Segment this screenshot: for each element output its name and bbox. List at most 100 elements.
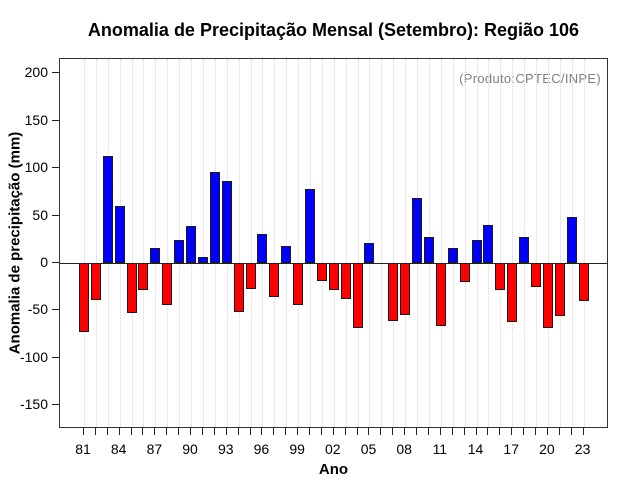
bar-2021 bbox=[554, 262, 565, 317]
x-tick bbox=[285, 428, 287, 435]
bar-1984 bbox=[114, 206, 125, 263]
bar-2003 bbox=[340, 262, 351, 300]
y-tick-label: -150 bbox=[19, 396, 48, 413]
x-tick bbox=[225, 428, 227, 435]
x-tick-label: 11 bbox=[432, 441, 448, 457]
x-tick bbox=[416, 428, 418, 435]
gridline bbox=[167, 59, 169, 427]
x-tick bbox=[130, 428, 132, 435]
bar-1986 bbox=[138, 262, 149, 290]
x-tick bbox=[499, 428, 501, 435]
x-tick-label: 14 bbox=[467, 441, 484, 457]
x-tick bbox=[558, 428, 560, 435]
x-tick bbox=[309, 428, 310, 435]
x-tick bbox=[344, 428, 346, 435]
x-tick bbox=[118, 428, 120, 435]
y-tick-label: 50 bbox=[32, 206, 48, 223]
bar-2002 bbox=[328, 262, 339, 291]
x-tick bbox=[154, 428, 156, 435]
x-tick bbox=[427, 428, 429, 435]
gridline bbox=[559, 59, 561, 427]
x-tick-label: 23 bbox=[574, 441, 591, 457]
x-tick bbox=[392, 428, 394, 435]
bar-1988 bbox=[162, 262, 173, 305]
bar-2022 bbox=[566, 217, 577, 263]
x-tick bbox=[546, 428, 548, 435]
plot-area: (Produto:CPTEC/INPE) bbox=[59, 58, 608, 428]
x-tick bbox=[261, 428, 263, 435]
y-tick-label: 200 bbox=[24, 64, 48, 81]
bar-2001 bbox=[316, 262, 327, 281]
bar-1996 bbox=[257, 233, 268, 263]
y-tick-label: -50 bbox=[27, 301, 48, 318]
x-tick bbox=[201, 428, 203, 435]
bar-1990 bbox=[186, 225, 197, 263]
gridline bbox=[381, 59, 383, 427]
y-tick bbox=[52, 167, 59, 169]
x-tick bbox=[249, 428, 251, 435]
gridline bbox=[547, 59, 549, 427]
gridline bbox=[238, 59, 240, 427]
bar-1992 bbox=[209, 171, 220, 263]
bar-2000 bbox=[305, 188, 315, 263]
gridline bbox=[95, 59, 97, 427]
x-tick bbox=[570, 428, 572, 435]
bar-2007 bbox=[388, 262, 399, 321]
y-tick bbox=[52, 356, 59, 358]
bar-1995 bbox=[245, 262, 256, 289]
bar-1983 bbox=[102, 155, 113, 263]
bar-2012 bbox=[447, 247, 458, 263]
bar-1999 bbox=[293, 262, 304, 305]
x-tick-label: 87 bbox=[146, 441, 163, 457]
bar-2004 bbox=[352, 262, 363, 329]
gridline bbox=[500, 59, 502, 427]
x-tick bbox=[523, 428, 525, 435]
x-tick bbox=[451, 428, 453, 435]
x-tick-label: 17 bbox=[503, 441, 519, 457]
bar-1989 bbox=[174, 240, 185, 263]
gridline bbox=[369, 59, 371, 427]
y-tick bbox=[52, 261, 59, 263]
gridline bbox=[452, 59, 454, 427]
y-tick bbox=[52, 309, 59, 311]
gridline bbox=[202, 59, 204, 427]
bar-2011 bbox=[435, 262, 446, 326]
bar-2019 bbox=[531, 262, 542, 287]
zero-line bbox=[60, 262, 607, 264]
gridline bbox=[405, 59, 407, 427]
x-tick bbox=[535, 428, 537, 435]
bar-1985 bbox=[126, 262, 137, 314]
gridline bbox=[512, 59, 514, 427]
x-tick bbox=[439, 428, 441, 435]
x-tick bbox=[178, 428, 180, 435]
gridline bbox=[464, 59, 466, 427]
bar-2023 bbox=[578, 262, 589, 301]
y-tick bbox=[52, 119, 59, 121]
bar-2018 bbox=[519, 237, 530, 263]
y-tick-label: -100 bbox=[19, 348, 48, 365]
x-tick bbox=[297, 428, 299, 435]
x-tick-label: 90 bbox=[182, 441, 198, 457]
bar-1987 bbox=[150, 247, 161, 263]
bar-1997 bbox=[269, 262, 280, 298]
bar-2009 bbox=[412, 198, 423, 263]
x-tick-label: 93 bbox=[217, 441, 234, 457]
x-tick bbox=[142, 428, 144, 435]
x-axis-label: Ano bbox=[318, 461, 349, 478]
x-tick-label: 05 bbox=[360, 441, 377, 457]
gridline bbox=[536, 59, 538, 427]
x-tick bbox=[106, 428, 108, 435]
x-tick bbox=[380, 428, 382, 435]
x-tick bbox=[404, 428, 406, 435]
x-tick-label: 99 bbox=[289, 441, 305, 457]
x-tick bbox=[511, 428, 513, 435]
x-tick bbox=[475, 428, 477, 435]
x-tick bbox=[356, 428, 358, 435]
bar-2014 bbox=[471, 240, 482, 263]
gridline bbox=[286, 59, 288, 427]
gridline bbox=[131, 59, 133, 427]
y-tick-label: 0 bbox=[40, 253, 48, 270]
gridline bbox=[357, 59, 359, 427]
bar-2010 bbox=[423, 237, 434, 263]
bar-1993 bbox=[221, 181, 232, 263]
